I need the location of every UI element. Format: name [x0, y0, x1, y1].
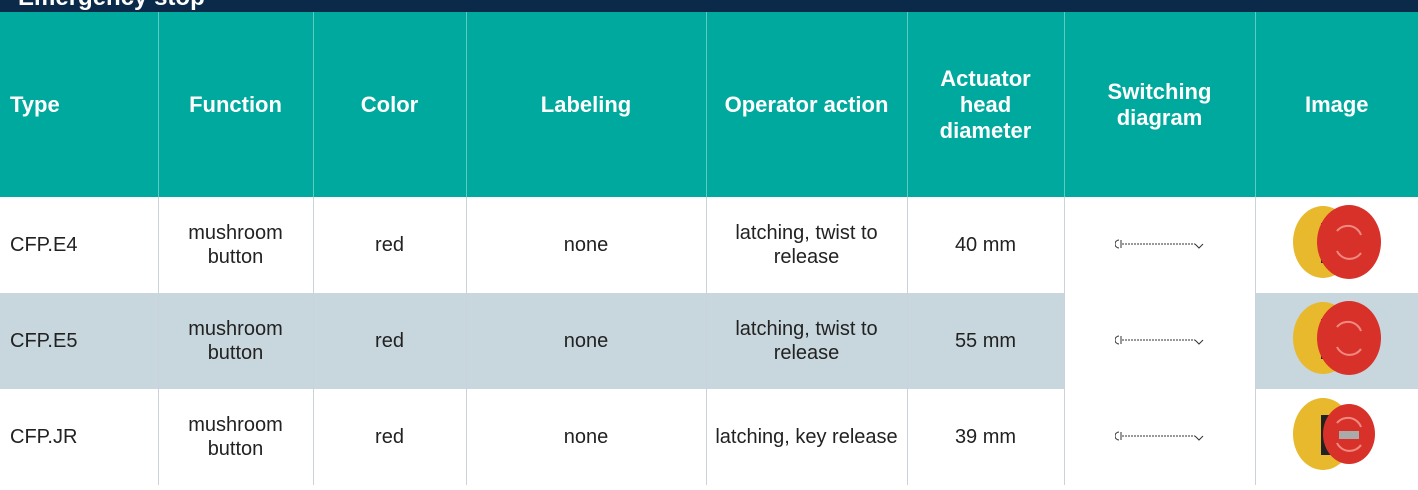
switching-symbol	[1114, 239, 1203, 249]
button-image	[1292, 398, 1375, 470]
switching-cell	[1063, 197, 1255, 293]
column-header: Color	[312, 12, 466, 197]
table-cell: CFP.JR	[10, 426, 78, 448]
table-cell: CFP.E4	[10, 234, 78, 256]
table-row: CFP.E4 mushroom button red none latching, tw…	[0, 197, 1418, 293]
image-cell	[1254, 389, 1418, 485]
column-header: Image	[1254, 12, 1418, 197]
table-cell: none	[465, 293, 706, 389]
table-cell: 39 mm	[906, 389, 1064, 485]
table-cell: red	[312, 389, 466, 485]
table-cell: latching, twist to release	[705, 293, 907, 389]
button-image	[1292, 205, 1381, 279]
table-body: CFP.E4 mushroom button red none latching, tw…	[0, 197, 1418, 485]
table-cell: latching, twist to release	[705, 197, 907, 293]
switching-symbol	[1114, 431, 1203, 441]
table-cell: red	[312, 293, 466, 389]
table-cell: CFP.E5	[0, 293, 158, 389]
header-row: Type Function Color Labeling Operator action…	[0, 12, 1418, 197]
column-header: Actuator head diameter	[906, 12, 1064, 197]
switching-cell	[1063, 389, 1255, 485]
column-header: Labeling	[465, 12, 706, 197]
column-header: Type	[0, 12, 158, 197]
column-header: Function	[157, 12, 313, 197]
switching-cell	[1063, 293, 1255, 389]
switching-symbol	[1114, 335, 1203, 345]
column-header: Operator action	[705, 12, 907, 197]
table-cell: mushroom button	[157, 197, 313, 293]
product-table: Type Function Color Labeling Operator action…	[0, 12, 1418, 485]
table-cell: 40 mm	[906, 197, 1064, 293]
table-cell: red	[312, 197, 466, 293]
button-image	[1292, 301, 1381, 375]
table-row: CFP.JR mushroom button red none latching, ke…	[0, 389, 1418, 485]
table-cell: latching, key release	[705, 389, 907, 485]
table-cell: 55 mm	[906, 293, 1064, 389]
image-cell	[1254, 293, 1418, 389]
image-cell	[1254, 197, 1418, 293]
table-cell: mushroom button	[157, 389, 313, 485]
table-row: CFP.E5 mushroom button red none latching, tw…	[0, 293, 1418, 389]
banner: Emergency stop	[0, 0, 1418, 12]
table-cell: none	[465, 389, 706, 485]
table-cell: none	[465, 197, 706, 293]
table-cell: mushroom button	[157, 293, 313, 389]
banner-title: Emergency stop	[18, 0, 205, 12]
column-header: Switching diagram	[1063, 12, 1255, 197]
